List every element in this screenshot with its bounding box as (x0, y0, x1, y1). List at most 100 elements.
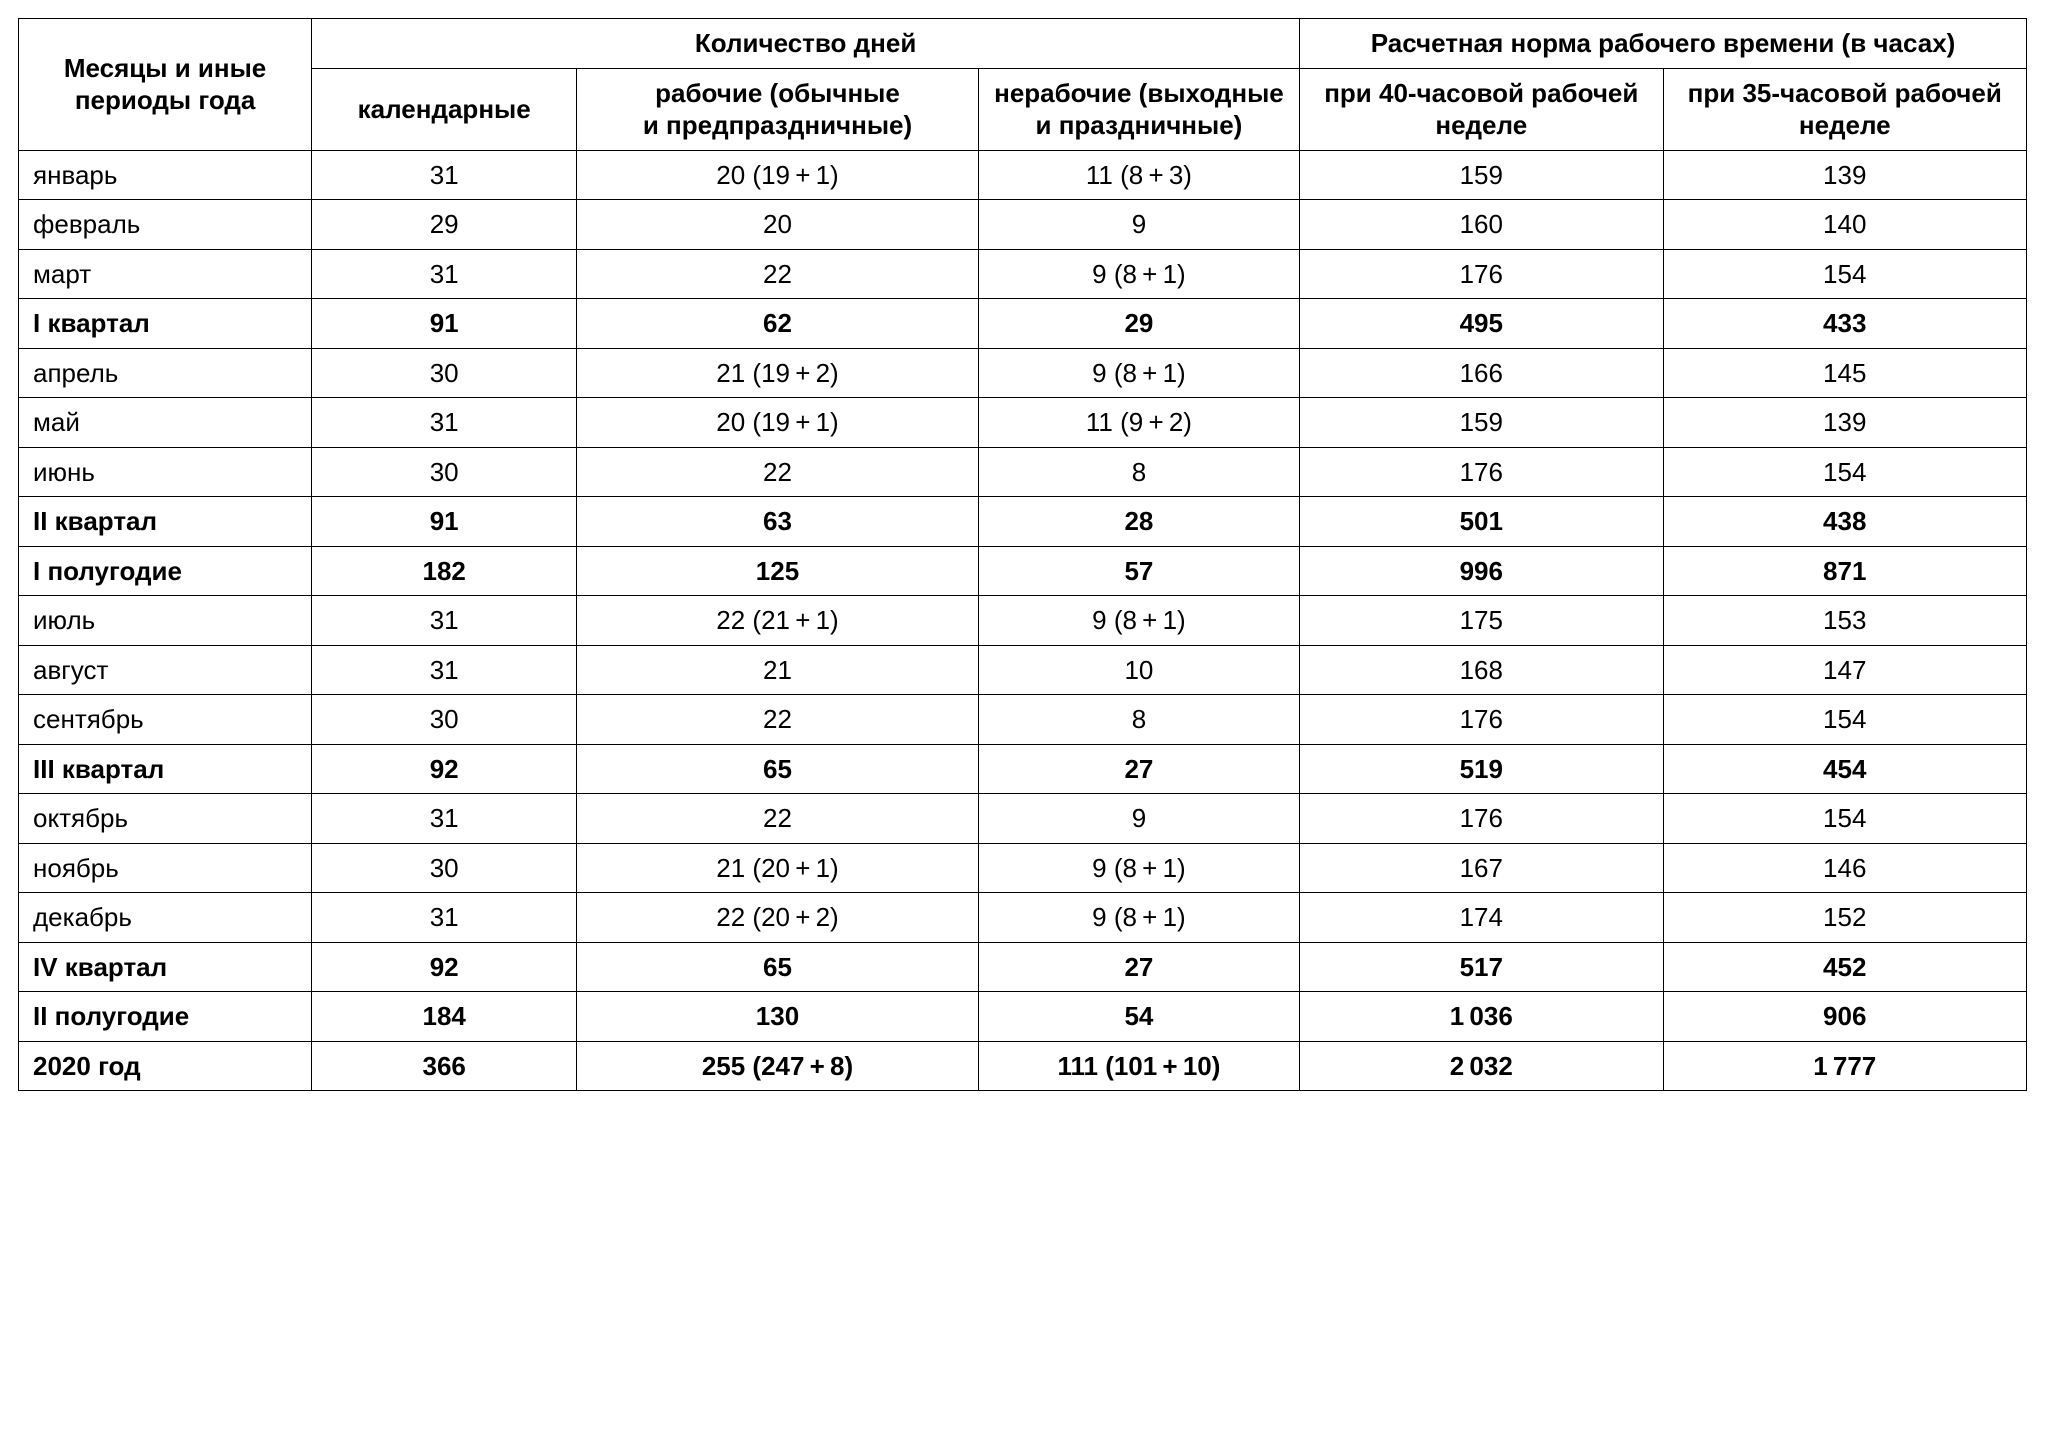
cell-working: 21 (20 + 1) (577, 843, 979, 893)
cell-h35: 438 (1663, 497, 2027, 547)
cell-period: IV квартал (19, 942, 312, 992)
cell-calendar: 30 (312, 348, 577, 398)
cell-period: сентябрь (19, 695, 312, 745)
cell-calendar: 29 (312, 200, 577, 250)
cell-working: 22 (577, 695, 979, 745)
cell-nonworking: 9 (8 + 1) (978, 596, 1299, 646)
cell-h35: 152 (1663, 893, 2027, 943)
cell-h35: 139 (1663, 398, 2027, 448)
table-row: апрель3021 (19 + 2)9 (8 + 1)166145 (19, 348, 2027, 398)
table-row: I квартал916229495433 (19, 299, 2027, 349)
cell-h40: 166 (1300, 348, 1663, 398)
cell-h40: 517 (1300, 942, 1663, 992)
colgroup-hours: Расчетная норма рабочего времени (в часа… (1300, 19, 2027, 69)
cell-nonworking: 27 (978, 942, 1299, 992)
cell-h40: 495 (1300, 299, 1663, 349)
cell-working: 125 (577, 546, 979, 596)
cell-calendar: 31 (312, 645, 577, 695)
cell-period: I полугодие (19, 546, 312, 596)
cell-h40: 176 (1300, 447, 1663, 497)
cell-period: ноябрь (19, 843, 312, 893)
cell-h40: 176 (1300, 695, 1663, 745)
cell-h35: 154 (1663, 249, 2027, 299)
cell-h35: 906 (1663, 992, 2027, 1042)
cell-calendar: 91 (312, 497, 577, 547)
cell-period: II квартал (19, 497, 312, 547)
cell-working: 65 (577, 942, 979, 992)
col-period: Месяцы и иные периоды года (19, 19, 312, 151)
table-row: август312110168147 (19, 645, 2027, 695)
cell-period: август (19, 645, 312, 695)
cell-working: 20 (19 + 1) (577, 150, 979, 200)
cell-calendar: 366 (312, 1041, 577, 1091)
cell-h35: 154 (1663, 794, 2027, 844)
cell-calendar: 31 (312, 596, 577, 646)
cell-period: III квартал (19, 744, 312, 794)
cell-h35: 433 (1663, 299, 2027, 349)
cell-h35: 147 (1663, 645, 2027, 695)
cell-h35: 139 (1663, 150, 2027, 200)
cell-h35: 145 (1663, 348, 2027, 398)
cell-h40: 159 (1300, 398, 1663, 448)
cell-working: 65 (577, 744, 979, 794)
cell-calendar: 30 (312, 695, 577, 745)
cell-nonworking: 57 (978, 546, 1299, 596)
table-row: II квартал916328501438 (19, 497, 2027, 547)
cell-h40: 168 (1300, 645, 1663, 695)
cell-calendar: 91 (312, 299, 577, 349)
cell-nonworking: 9 (8 + 1) (978, 893, 1299, 943)
cell-nonworking: 11 (8 + 3) (978, 150, 1299, 200)
cell-period: декабрь (19, 893, 312, 943)
cell-period: январь (19, 150, 312, 200)
cell-working: 20 (577, 200, 979, 250)
cell-nonworking: 9 (978, 794, 1299, 844)
table-row: I полугодие18212557996871 (19, 546, 2027, 596)
cell-calendar: 92 (312, 942, 577, 992)
cell-nonworking: 9 (8 + 1) (978, 843, 1299, 893)
col-calendar: календарные (312, 68, 577, 150)
cell-h35: 153 (1663, 596, 2027, 646)
cell-h40: 501 (1300, 497, 1663, 547)
cell-working: 22 (21 + 1) (577, 596, 979, 646)
cell-h40: 2 032 (1300, 1041, 1663, 1091)
cell-nonworking: 27 (978, 744, 1299, 794)
cell-calendar: 182 (312, 546, 577, 596)
cell-period: июль (19, 596, 312, 646)
work-calendar-table: Месяцы и иные периоды года Количество дн… (18, 18, 2027, 1091)
cell-nonworking: 29 (978, 299, 1299, 349)
cell-nonworking: 10 (978, 645, 1299, 695)
cell-calendar: 31 (312, 794, 577, 844)
cell-h35: 154 (1663, 695, 2027, 745)
cell-h35: 452 (1663, 942, 2027, 992)
cell-period: апрель (19, 348, 312, 398)
cell-h40: 996 (1300, 546, 1663, 596)
table-row: III квартал926527519454 (19, 744, 2027, 794)
cell-h40: 176 (1300, 249, 1663, 299)
cell-working: 255 (247 + 8) (577, 1041, 979, 1091)
cell-period: февраль (19, 200, 312, 250)
table-row: июль3122 (21 + 1)9 (8 + 1)175153 (19, 596, 2027, 646)
cell-nonworking: 9 (978, 200, 1299, 250)
cell-working: 21 (19 + 2) (577, 348, 979, 398)
cell-nonworking: 111 (101 + 10) (978, 1041, 1299, 1091)
cell-nonworking: 9 (8 + 1) (978, 249, 1299, 299)
cell-h35: 454 (1663, 744, 2027, 794)
table-body: январь3120 (19 + 1)11 (8 + 3)159139февра… (19, 150, 2027, 1091)
table-row: май3120 (19 + 1)11 (9 + 2)159139 (19, 398, 2027, 448)
cell-working: 22 (20 + 2) (577, 893, 979, 943)
table-row: июнь30228176154 (19, 447, 2027, 497)
table-row: ноябрь3021 (20 + 1)9 (8 + 1)167146 (19, 843, 2027, 893)
cell-working: 22 (577, 447, 979, 497)
table-row: 2020 год366255 (247 + 8)111 (101 + 10)2 … (19, 1041, 2027, 1091)
cell-h40: 1 036 (1300, 992, 1663, 1042)
cell-period: март (19, 249, 312, 299)
cell-h40: 175 (1300, 596, 1663, 646)
cell-h40: 176 (1300, 794, 1663, 844)
cell-working: 22 (577, 794, 979, 844)
cell-calendar: 30 (312, 447, 577, 497)
cell-working: 21 (577, 645, 979, 695)
cell-period: I квартал (19, 299, 312, 349)
col-week40: при 40-часовой рабочей неделе (1300, 68, 1663, 150)
colgroup-days: Количество дней (312, 19, 1300, 69)
table-row: декабрь3122 (20 + 2)9 (8 + 1)174152 (19, 893, 2027, 943)
